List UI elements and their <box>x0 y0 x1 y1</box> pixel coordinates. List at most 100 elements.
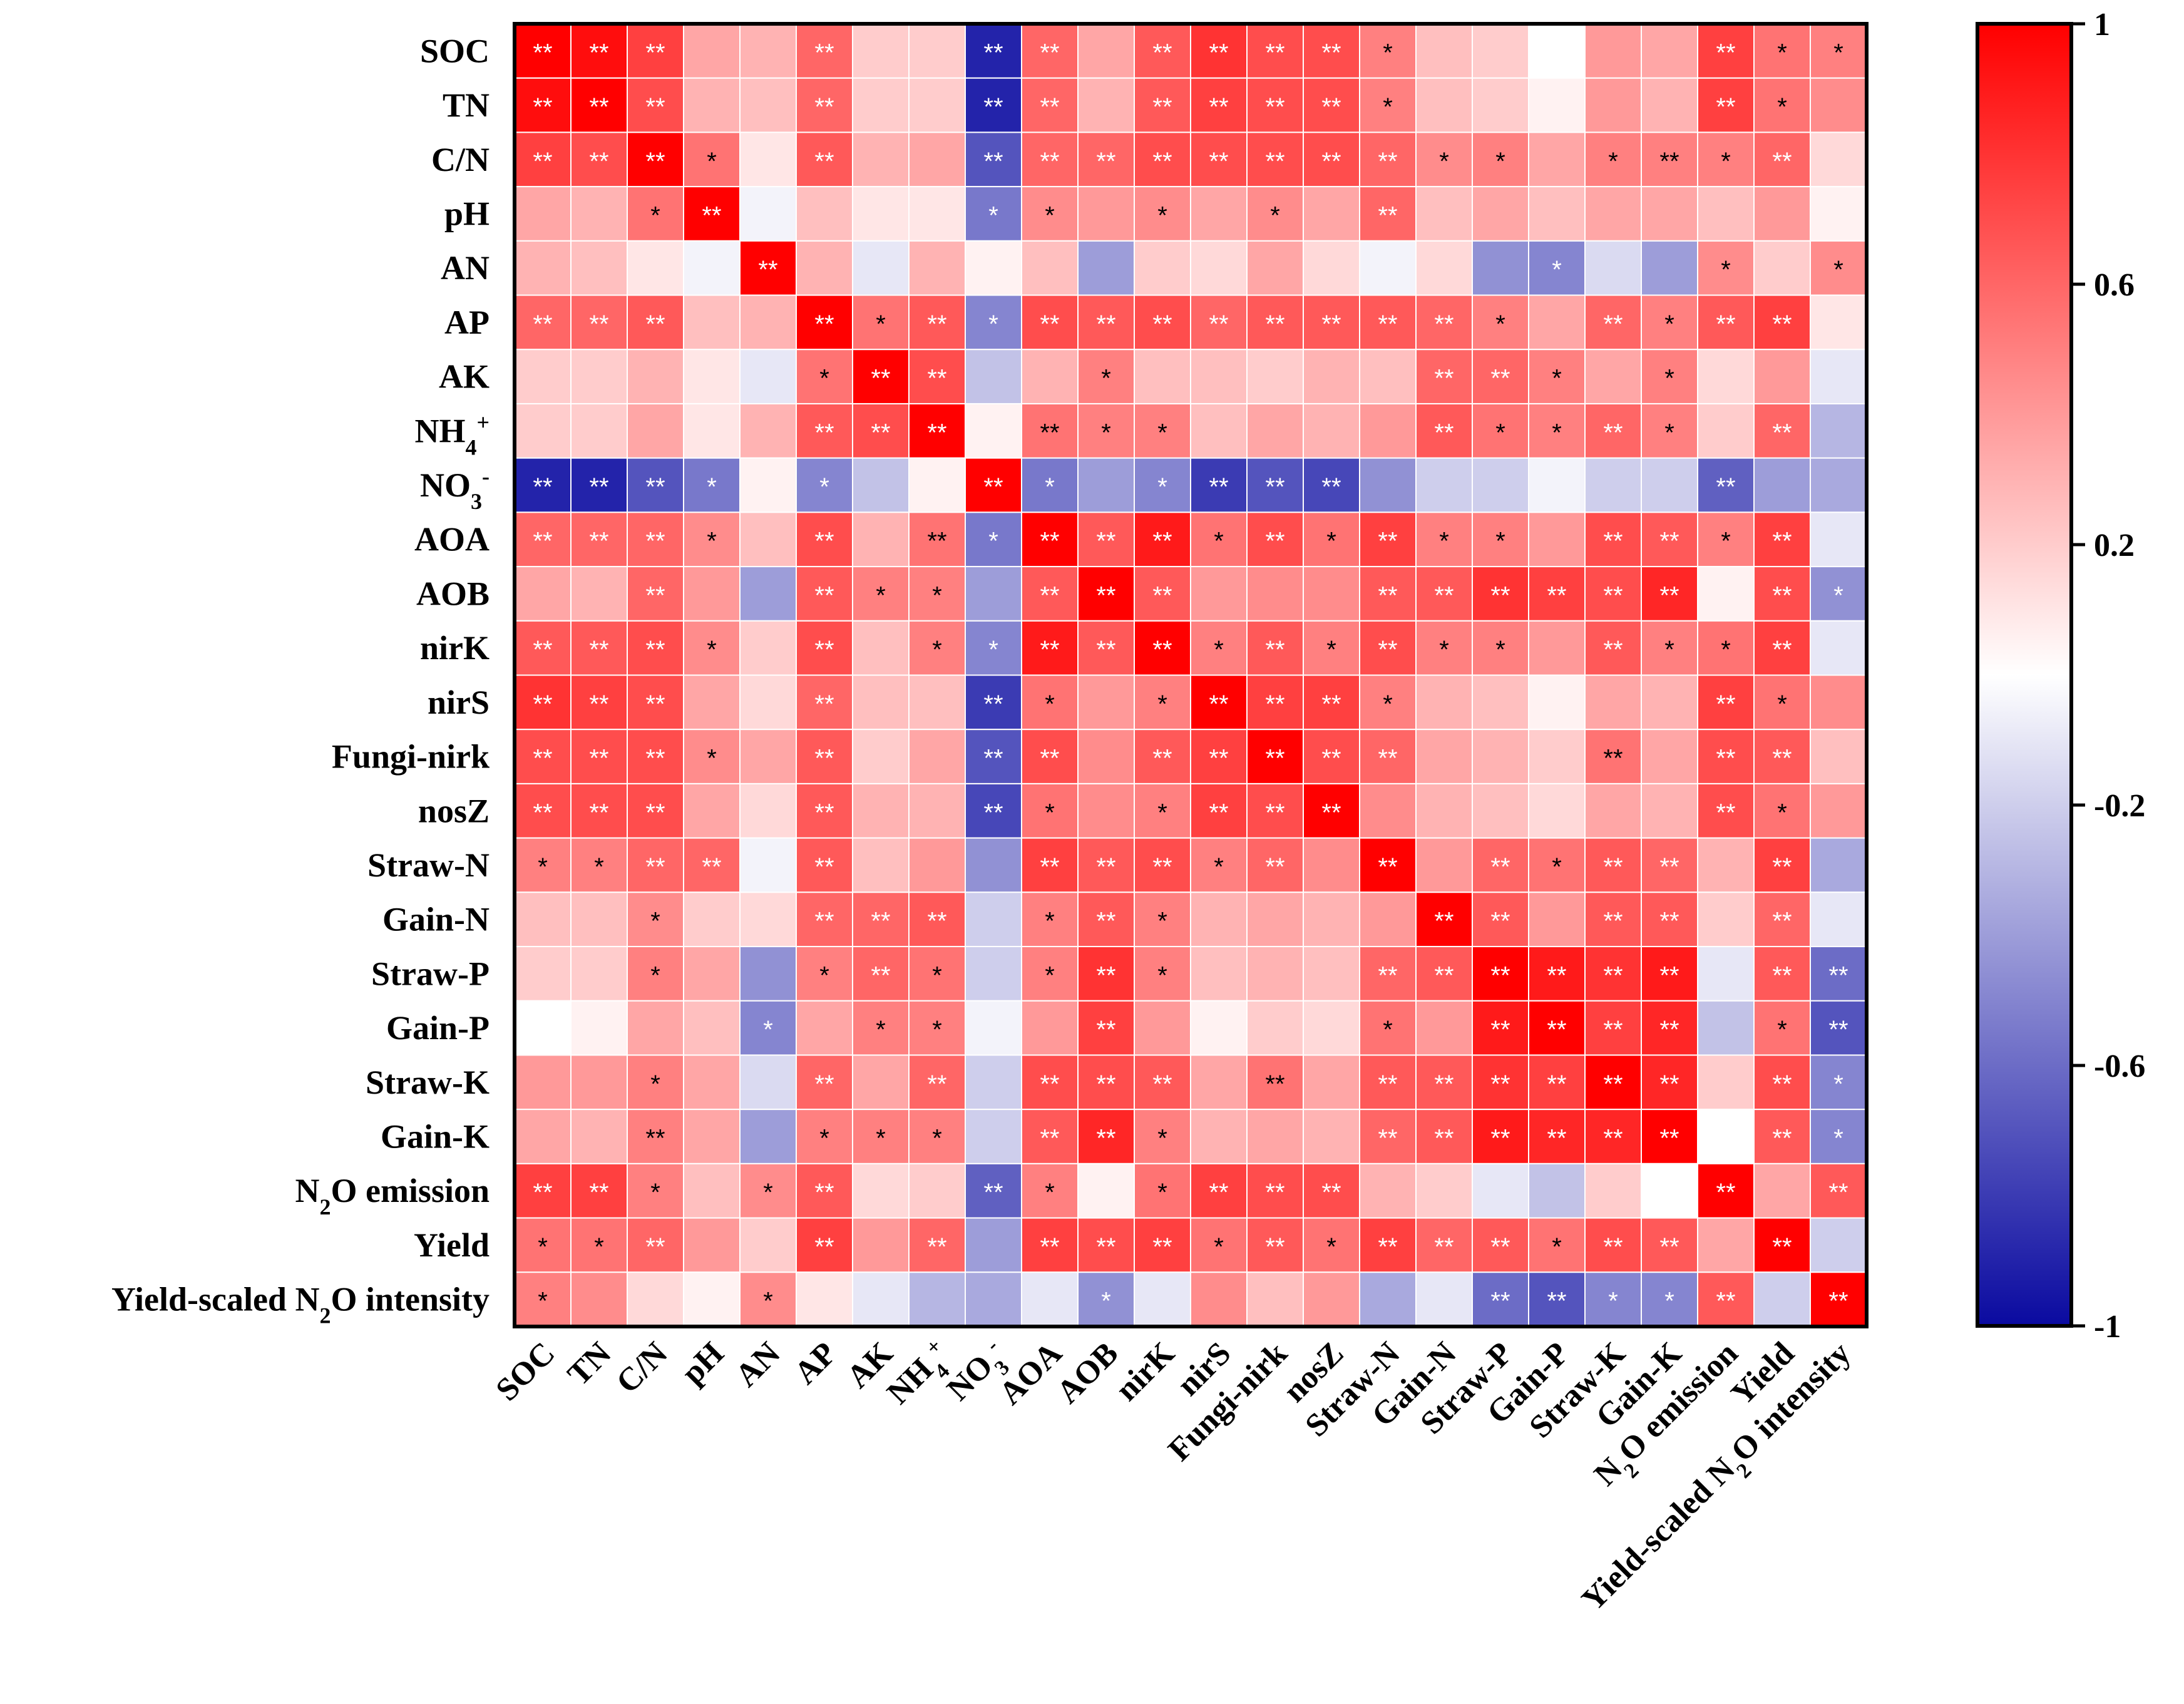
heatmap-cell-nirs-nh4 <box>908 674 966 731</box>
significance-marker: ** <box>1603 853 1623 881</box>
significance-marker: * <box>1495 311 1505 338</box>
heatmap-cell-gain-n-no3 <box>965 891 1022 948</box>
significance-marker: * <box>988 528 998 555</box>
significance-marker: * <box>1383 93 1393 121</box>
heatmap-cell-aob-n2o-emission <box>1697 566 1755 622</box>
heatmap-cell-n2o-emission-nh4 <box>908 1163 966 1219</box>
heatmap-cell-straw-p-straw-p <box>1472 946 1529 1002</box>
heatmap-cell-n2o-emission-fungi-nirk <box>1246 1163 1304 1219</box>
significance-marker: * <box>1157 202 1167 229</box>
heatmap-cell-ph-soc <box>514 186 572 242</box>
significance-marker: ** <box>1265 528 1284 555</box>
heatmap-cell-straw-p-yield-scaled-n2o-intensity <box>1810 946 1867 1002</box>
heatmap-cell-gain-n-straw-k <box>1584 891 1642 948</box>
significance-marker: * <box>1721 528 1731 555</box>
significance-marker: ** <box>645 745 665 772</box>
heatmap-cell-ph-ph <box>683 186 741 242</box>
heatmap-cell-straw-k-aob <box>1077 1054 1135 1111</box>
significance-marker: ** <box>1772 636 1792 664</box>
significance-marker: * <box>1608 148 1618 175</box>
significance-marker: * <box>707 528 717 555</box>
heatmap-cell-no3-c-n <box>627 457 684 513</box>
colorbar-tick-label: -0.2 <box>2094 788 2145 824</box>
significance-marker: * <box>1777 690 1787 718</box>
heatmap-cell-nirs-straw-p <box>1472 674 1529 731</box>
significance-marker: * <box>1326 528 1336 555</box>
heatmap-cell-yield-ak <box>852 1217 910 1273</box>
significance-marker: ** <box>1659 908 1679 935</box>
heatmap-cell-nh4-n2o-emission <box>1697 403 1755 459</box>
significance-marker: ** <box>702 202 721 229</box>
heatmap-cell-ph-gain-p <box>1528 186 1586 242</box>
heatmap-cell-ak-fungi-nirk <box>1246 349 1304 404</box>
heatmap-cell-nirk-fungi-nirk <box>1246 620 1304 676</box>
heatmap-cell-gain-n-c-n <box>627 891 684 948</box>
heatmap-cell-gain-p-straw-n <box>1359 1000 1417 1056</box>
heatmap-cell-n2o-emission-gain-p <box>1528 1163 1586 1219</box>
row-label-ak: AK <box>439 358 490 396</box>
heatmap-cell-straw-k-nosz <box>1303 1054 1360 1111</box>
heatmap-cell-tn-straw-k <box>1584 77 1642 133</box>
significance-marker: ** <box>1490 1125 1510 1152</box>
significance-marker: ** <box>1828 1288 1848 1315</box>
row-label-ap: AP <box>444 304 490 341</box>
heatmap-cell-aoa-straw-k <box>1584 511 1642 568</box>
significance-marker: ** <box>1490 853 1510 881</box>
heatmap-cell-c-n-aob <box>1077 131 1135 188</box>
significance-marker: ** <box>533 528 552 555</box>
heatmap-cell-an-no3 <box>965 240 1022 296</box>
colorbar-tick-label: 0.2 <box>2094 528 2135 563</box>
significance-marker: ** <box>927 1233 946 1261</box>
significance-marker: * <box>707 473 717 501</box>
heatmap-cell-ph-nh4 <box>908 186 966 242</box>
heatmap-cell-nirs-aob <box>1077 674 1135 731</box>
significance-marker: ** <box>1209 745 1228 772</box>
heatmap-cell-straw-k-nirk <box>1134 1054 1191 1111</box>
heatmap-cell-yield-yield-scaled-n2o-intensity <box>1810 1217 1867 1273</box>
significance-marker: * <box>1157 1179 1167 1206</box>
heatmap-cell-an-ak <box>852 240 910 296</box>
significance-marker: ** <box>927 419 946 446</box>
heatmap-cell-straw-n-nosz <box>1303 837 1360 893</box>
significance-marker: * <box>1552 853 1562 881</box>
heatmap-cell-aob-ph <box>683 566 741 622</box>
significance-marker: ** <box>814 311 834 338</box>
row-label-straw-k: Straw-K <box>366 1064 490 1101</box>
significance-marker: * <box>988 311 998 338</box>
heatmap-cell-no3-nosz <box>1303 457 1360 513</box>
significance-marker: ** <box>1772 1125 1792 1152</box>
significance-marker: ** <box>814 582 834 609</box>
heatmap-cell-gain-k-yield <box>1753 1109 1811 1164</box>
significance-marker: ** <box>1603 1233 1623 1261</box>
significance-marker: ** <box>1209 148 1228 175</box>
heatmap-cell-ap-yield <box>1753 294 1811 351</box>
significance-marker: ** <box>1209 1179 1228 1206</box>
significance-marker: ** <box>1209 473 1228 501</box>
significance-marker: ** <box>645 93 665 121</box>
significance-marker: ** <box>1547 1125 1566 1152</box>
significance-marker: * <box>876 1016 886 1044</box>
heatmap-cell-ap-nirk <box>1134 294 1191 351</box>
heatmap-cell-n2o-emission-ak <box>852 1163 910 1219</box>
significance-marker: ** <box>1209 93 1228 121</box>
heatmap-cell-gain-p-nirs <box>1190 1000 1248 1056</box>
heatmap-cell-fungi-nirk-aob <box>1077 729 1135 784</box>
heatmap-cell-aob-aob <box>1077 566 1135 622</box>
significance-marker: * <box>1664 365 1674 393</box>
heatmap-cell-fungi-nirk-straw-n <box>1359 729 1417 784</box>
heatmap-cell-straw-p-yield <box>1753 946 1811 1002</box>
heatmap-cell-nirs-nosz <box>1303 674 1360 731</box>
significance-marker: ** <box>1321 148 1341 175</box>
col-label-an: AN <box>729 1335 787 1393</box>
heatmap-cell-gain-p-gain-n <box>1415 1000 1473 1056</box>
heatmap-cell-straw-p-nirk <box>1134 946 1191 1002</box>
heatmap-cell-fungi-nirk-straw-p <box>1472 729 1529 784</box>
heatmap-cell-ak-nosz <box>1303 349 1360 404</box>
heatmap-cell-tn-gain-p <box>1528 77 1586 133</box>
significance-marker: * <box>763 1016 773 1044</box>
heatmap-cell-nirs-n2o-emission <box>1697 674 1755 731</box>
heatmap-cell-c-n-straw-n <box>1359 131 1417 188</box>
heatmap-cell-soc-nh4 <box>908 23 966 79</box>
significance-marker: ** <box>589 636 608 664</box>
heatmap-cell-nirk-tn <box>570 620 628 676</box>
